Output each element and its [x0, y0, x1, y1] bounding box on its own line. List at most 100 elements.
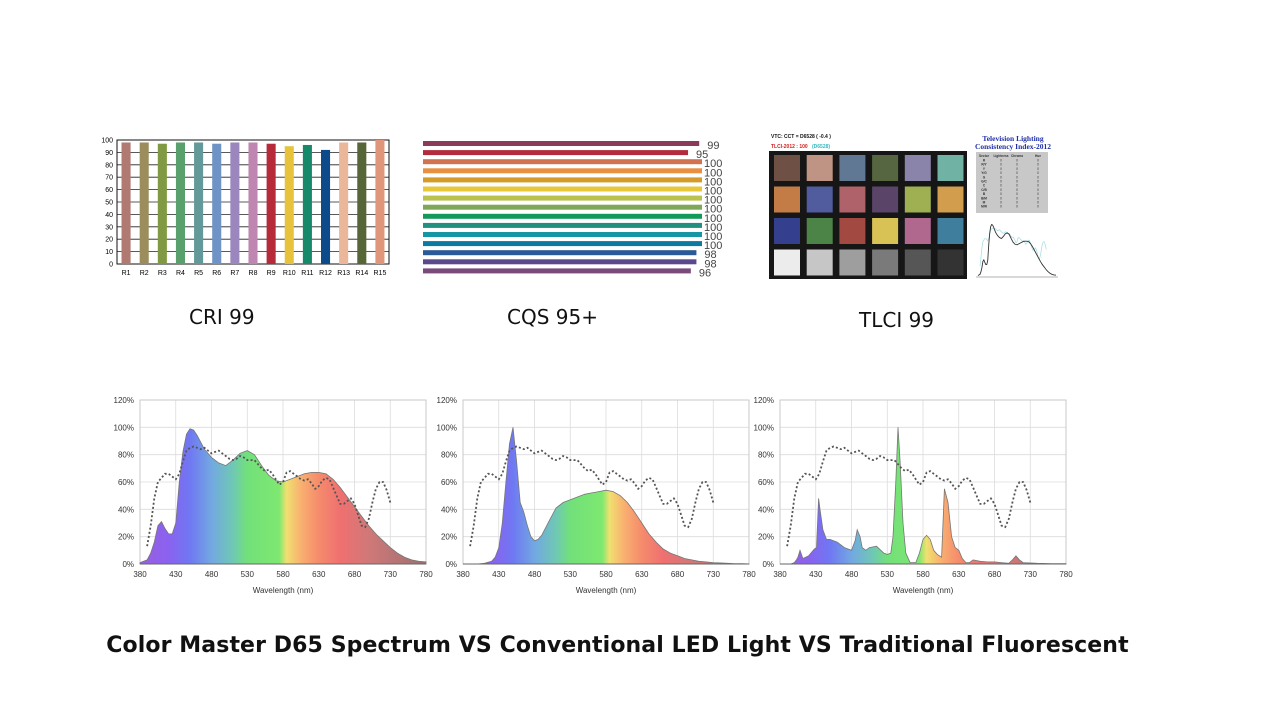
table-cell: 0 [1016, 175, 1018, 179]
color-swatch [774, 249, 800, 276]
x-tick-label: 580 [276, 570, 290, 579]
bar-r8 [248, 142, 258, 264]
y-tick-label: 10 [105, 249, 113, 256]
spectrum-area [780, 427, 1067, 565]
bar-r4 [175, 142, 185, 264]
color-swatch [937, 218, 964, 244]
table-cell: 0 [1000, 159, 1002, 163]
x-tick-label: 680 [671, 570, 685, 579]
color-swatch [839, 155, 866, 181]
spectrum-chart-d65: 0% 20% 40% 60% 80% 100% 120% 380 430 480 530 580 630… [114, 396, 434, 595]
y-tick-label: 100% [754, 423, 774, 432]
x-tick-label: 780 [419, 570, 433, 579]
cqs-value-label: 98 [704, 249, 716, 261]
color-swatch [806, 155, 833, 181]
bar-r14 [357, 142, 367, 264]
x-tick-label: R10 [283, 270, 296, 277]
x-tick-label: 630 [635, 570, 649, 579]
x-tick-label: R15 [374, 270, 387, 277]
color-swatch [872, 155, 899, 181]
mini-spectrum-curve [977, 223, 1057, 276]
x-axis-label: Wavelength (nm) [253, 586, 314, 595]
cqs-value-label: 100 [704, 195, 722, 207]
x-tick-label: 630 [952, 570, 966, 579]
table-cell: 0 [1016, 196, 1018, 200]
x-tick-label: R13 [337, 270, 350, 277]
x-tick-label: 680 [988, 570, 1002, 579]
color-swatch [839, 249, 866, 276]
y-tick-label: 120% [437, 396, 457, 405]
table-cell: 0 [1016, 188, 1018, 192]
table-cell: 0 [1000, 180, 1002, 184]
y-tick-label: 80% [758, 451, 774, 460]
table-cell: 0 [1000, 205, 1002, 209]
y-tick-label: 20 [105, 237, 113, 244]
table-row-label: Y [983, 167, 986, 171]
color-swatch [774, 155, 800, 181]
color-swatch [806, 218, 833, 244]
cqs-value-label: 100 [704, 176, 722, 188]
x-tick-label: R8 [249, 270, 258, 277]
x-tick-label: 430 [492, 570, 506, 579]
table-header: Hue [1035, 154, 1041, 158]
y-tick-label: 100 [101, 138, 113, 145]
x-tick-label: 530 [241, 570, 255, 579]
x-tick-label: R6 [212, 270, 221, 277]
cqs-bar [423, 213, 702, 219]
cqs-value-label: 100 [704, 167, 722, 179]
table-cell: 0 [1037, 175, 1039, 179]
y-tick-label: 120% [754, 396, 774, 405]
x-tick-label: R3 [158, 270, 167, 277]
x-tick-label: 480 [528, 570, 542, 579]
bar-r2 [139, 142, 149, 264]
y-tick-label: 20% [441, 533, 457, 542]
table-cell: 0 [1037, 205, 1039, 209]
x-tick-label: 780 [1059, 570, 1073, 579]
table-cell: 0 [1037, 192, 1039, 196]
y-tick-label: 0 [109, 262, 113, 269]
color-swatch [872, 218, 899, 244]
cqs-bar [423, 159, 702, 165]
color-swatch [904, 186, 931, 213]
x-tick-label: 730 [384, 570, 398, 579]
color-swatch [872, 249, 899, 276]
table-cell: 0 [1037, 171, 1039, 175]
cqs-value-label: 100 [704, 213, 722, 225]
x-tick-label: R12 [319, 270, 332, 277]
cqs-bar [423, 232, 702, 237]
tlci-cct-tag: (D6528) [812, 144, 830, 150]
cqs-label: CQS 95+ [507, 305, 598, 329]
table-cell: 0 [1037, 180, 1039, 184]
tlci-table [976, 152, 1048, 213]
table-cell: 0 [1037, 201, 1039, 205]
table-header: Chroma [1011, 154, 1023, 158]
x-tick-label: R5 [194, 270, 203, 277]
tlci-title-line1: Television Lighting [982, 134, 1043, 143]
color-swatch [937, 155, 964, 181]
cqs-value-label: 100 [704, 231, 722, 243]
table-cell: 0 [1000, 201, 1002, 205]
table-cell: 0 [1037, 188, 1039, 192]
color-swatch [937, 186, 964, 213]
x-tick-label: 530 [564, 570, 578, 579]
tlci-panel: VTC: CCT = D6528 ( -0.4 ) TLCI-2012 : 100… [769, 134, 1058, 279]
color-swatch [774, 218, 800, 244]
y-tick-label: 90 [105, 150, 113, 157]
cqs-bar [423, 268, 691, 274]
table-row-label: Y/G [981, 171, 987, 175]
x-tick-label: 730 [1024, 570, 1038, 579]
x-tick-label: R14 [355, 270, 368, 277]
y-tick-label: 80 [105, 162, 113, 169]
bar-r13 [339, 142, 349, 264]
table-row-label: C [983, 184, 986, 188]
y-tick-label: 70 [105, 175, 113, 182]
cqs-value-label: 96 [699, 267, 711, 279]
cqs-value-label: 98 [704, 258, 716, 270]
table-cell: 0 [1000, 188, 1002, 192]
color-swatch [904, 155, 931, 181]
cqs-value-label: 95 [696, 149, 708, 161]
table-cell: 0 [1037, 163, 1039, 167]
cqs-bar [423, 204, 702, 210]
y-tick-label: 50 [105, 200, 113, 207]
